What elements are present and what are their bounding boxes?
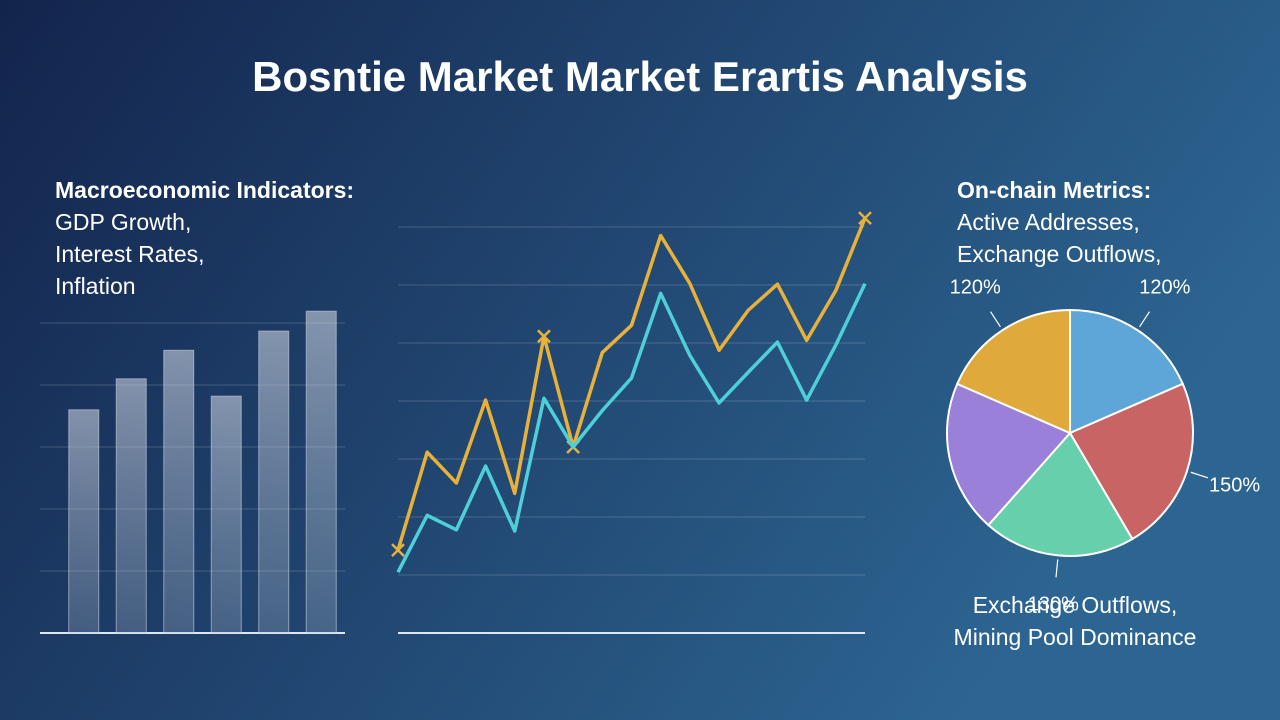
bar	[305, 310, 337, 634]
pie-label: 120%	[950, 277, 1001, 299]
pie-note: Active Addresses,	[957, 209, 1140, 235]
pie-footer: Exchange Outflows,	[973, 592, 1178, 618]
pie-label: 120%	[1139, 277, 1190, 299]
page-title: Bosntie Market Market Erartis Analysis	[252, 53, 1028, 100]
leader-line	[1055, 559, 1059, 578]
point-marker	[391, 543, 405, 558]
bar-heading: Macroeconomic Indicators:	[55, 177, 354, 203]
bar	[163, 349, 195, 634]
bar	[68, 409, 100, 634]
pie-note: Exchange Outflows,	[957, 241, 1162, 267]
pie-label: 150%	[1209, 475, 1260, 497]
pie-slice	[1069, 308, 1185, 435]
pie-slice	[955, 308, 1071, 435]
leader-line	[1190, 471, 1209, 479]
point-marker	[537, 329, 551, 344]
pie-slice	[987, 431, 1134, 557]
pie-slice	[1068, 382, 1194, 541]
pie-heading: On-chain Metrics:	[957, 177, 1151, 203]
pie-slice	[946, 382, 1072, 527]
leader-line	[990, 311, 1001, 328]
line-series	[396, 282, 867, 573]
bar-note: Interest Rates,	[55, 241, 205, 267]
pie-label: 130%	[1028, 593, 1079, 615]
bar-note: Inflation	[55, 273, 136, 299]
point-marker	[858, 211, 872, 225]
bar-note: GDP Growth,	[55, 209, 191, 235]
bar	[258, 330, 290, 634]
line-series	[396, 217, 867, 551]
pie-footer: Mining Pool Dominance	[954, 624, 1197, 650]
bar	[115, 378, 147, 634]
leader-line	[1139, 311, 1150, 328]
bar	[210, 395, 242, 634]
